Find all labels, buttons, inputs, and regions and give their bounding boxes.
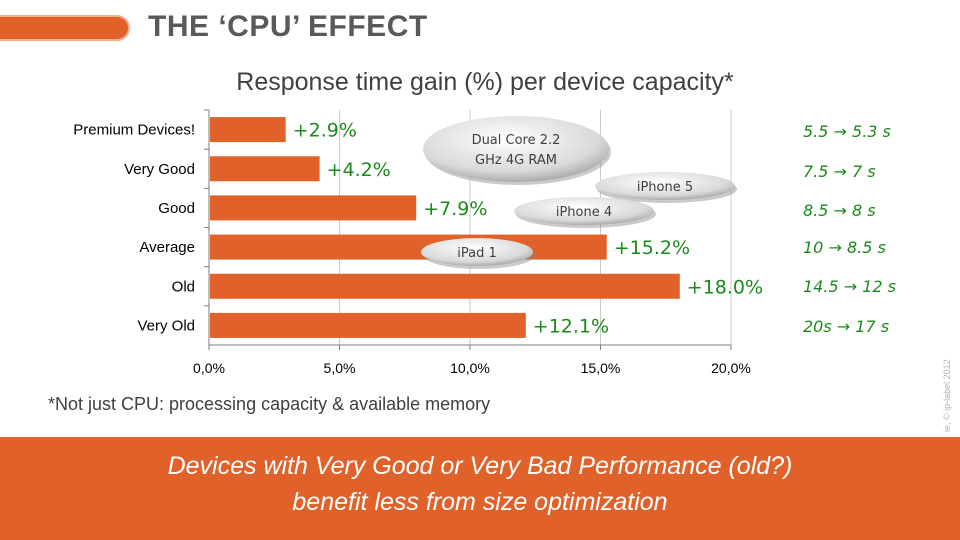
timing-good: 8.5 → 8 s: [803, 201, 876, 220]
category-label: Old: [172, 278, 195, 295]
bar: [210, 312, 526, 338]
callout-iphone-5-text: iPhone 5: [637, 180, 693, 195]
data-label: +7.9%: [423, 198, 487, 220]
callout-dual-core-text: Dual Core 2.2: [472, 133, 561, 148]
title-accent-bar: [0, 15, 130, 41]
bar: [210, 156, 320, 182]
bar: [210, 117, 286, 143]
x-tick-label: 10,0%: [450, 360, 490, 376]
x-tick-label: 15,0%: [581, 360, 621, 376]
conclusion-banner: [0, 437, 960, 540]
callout-iphone-5: [595, 172, 735, 200]
footnote: *Not just CPU: processing capacity & ava…: [48, 394, 491, 414]
data-label: +12.1%: [533, 315, 609, 337]
conclusion-line-2: benefit less from size optimization: [292, 488, 668, 516]
callout-dual-core-text: GHz 4G RAM: [475, 153, 557, 168]
timing-very-old: 20s → 17 s: [803, 317, 890, 336]
conclusion-text: Devices with Very Good or Very Bad Perfo…: [0, 448, 960, 520]
data-label: +18.0%: [687, 276, 763, 298]
callout-ipad-1: [421, 238, 533, 266]
bar: [210, 195, 417, 221]
slide-title: THE ‘CPU’ EFFECT: [148, 10, 428, 43]
bar: [210, 273, 680, 299]
bar: [210, 234, 607, 260]
callout-iphone-4-text: iPhone 4: [556, 205, 612, 220]
timing-premium: 5.5 → 5.3 s: [803, 122, 891, 141]
callout-iphone-4: [514, 197, 654, 225]
category-label: Average: [139, 239, 195, 256]
timing-average: 10 → 8.5 s: [803, 238, 886, 257]
category-label: Good: [158, 200, 195, 217]
x-tick-label: 0,0%: [193, 360, 225, 376]
timing-very-good: 7.5 → 7 s: [803, 162, 876, 181]
x-tick-label: 20,0%: [711, 360, 751, 376]
copyright-note: ie, © ip-label 2012: [942, 359, 952, 432]
data-label: +2.9%: [293, 120, 357, 142]
category-label: Very Good: [124, 161, 195, 178]
x-tick-label: 5,0%: [324, 360, 356, 376]
callout-dual-core: [423, 116, 609, 182]
chart-title: Response time gain (%) per device capaci…: [236, 68, 734, 96]
timing-old: 14.5 → 12 s: [803, 277, 896, 296]
data-label: +15.2%: [614, 237, 690, 259]
conclusion-line-1: Devices with Very Good or Very Bad Perfo…: [167, 452, 793, 480]
category-label: Very Old: [137, 317, 195, 334]
callout-ipad-1-text: iPad 1: [457, 246, 497, 261]
category-label: Premium Devices!: [73, 122, 195, 139]
data-label: +4.2%: [327, 159, 391, 181]
